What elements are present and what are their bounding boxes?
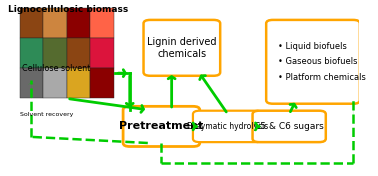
Bar (67, 38, 90, 68)
Bar (90, 68, 114, 99)
Bar (90, 38, 114, 68)
Bar (20, 8, 43, 38)
Text: C5 & C6 sugars: C5 & C6 sugars (254, 122, 324, 131)
Bar (67, 68, 90, 99)
Bar (43, 8, 67, 38)
Bar (90, 8, 114, 38)
Bar (20, 38, 43, 68)
Bar (43, 68, 67, 99)
Bar (20, 68, 43, 99)
Text: Lignocellulosic biomass: Lignocellulosic biomass (8, 5, 128, 14)
Bar (43, 38, 67, 68)
Text: Lignin derived
chemicals: Lignin derived chemicals (147, 37, 217, 59)
FancyBboxPatch shape (123, 106, 200, 146)
Bar (67, 8, 90, 38)
Text: Solvent recovery: Solvent recovery (20, 112, 73, 117)
Text: • Liquid biofuels: • Liquid biofuels (278, 42, 347, 51)
Text: Cellulose solvent: Cellulose solvent (22, 64, 90, 73)
Text: • Gaseous biofuels: • Gaseous biofuels (278, 57, 358, 66)
FancyBboxPatch shape (144, 20, 220, 76)
Text: Pretreatment: Pretreatment (119, 121, 203, 131)
FancyBboxPatch shape (266, 20, 360, 104)
FancyBboxPatch shape (193, 111, 263, 142)
Text: • Platform chemicals: • Platform chemicals (278, 73, 366, 82)
Text: Enzymatic hydrolysis: Enzymatic hydrolysis (187, 122, 268, 131)
FancyBboxPatch shape (253, 111, 326, 142)
